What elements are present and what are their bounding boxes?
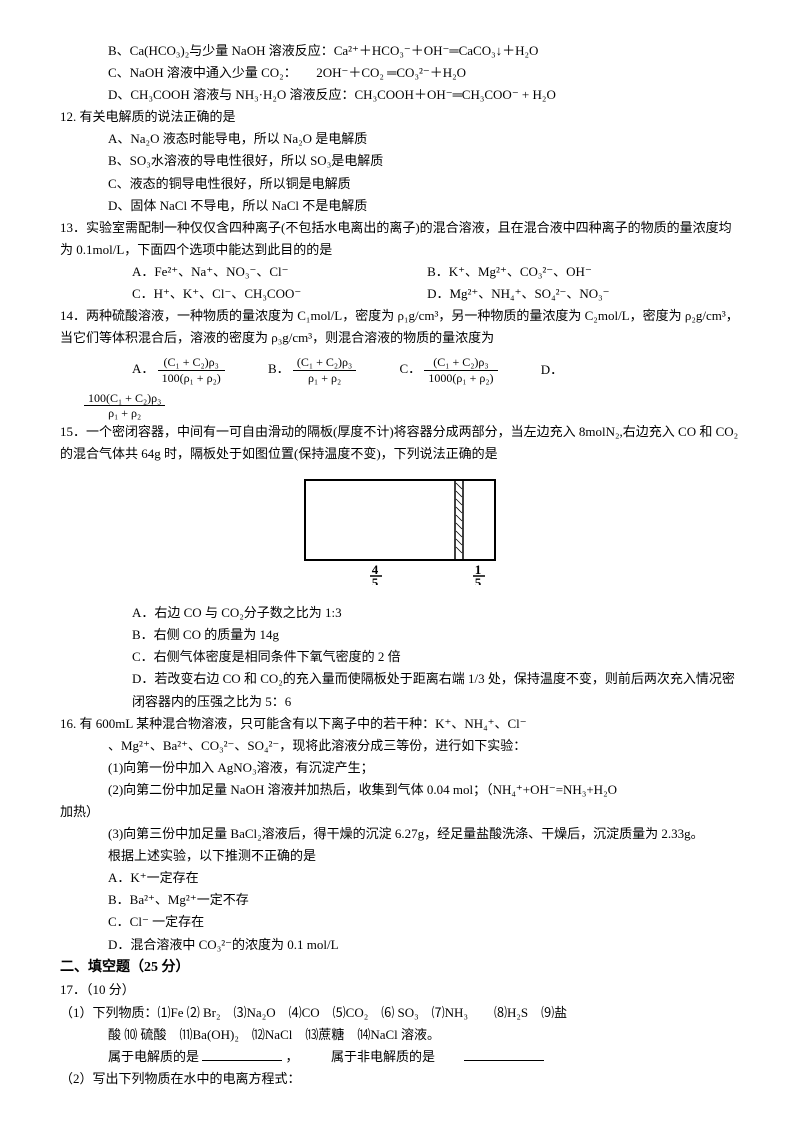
q12-opt-b: B、SO₃水溶液的导电性很好，所以 SO₃是电解质 bbox=[60, 150, 740, 172]
blank-nonelectrolyte[interactable] bbox=[464, 1048, 544, 1061]
blank-electrolyte[interactable] bbox=[202, 1048, 282, 1061]
q14-d-label: D． bbox=[541, 362, 563, 377]
q14-c-num: (C₁ + C₂)ρ₃ bbox=[424, 355, 497, 370]
q13-stem-text: 13．实验室需配制一种仅仅含四种离子(不包括水电离出的离子)的混合溶液，且在混合… bbox=[60, 220, 732, 257]
q16-step2b: 加热） bbox=[60, 801, 740, 823]
q17-head: 17．（10 分） bbox=[60, 979, 740, 1001]
q14-d-frac-row: 100(C₁ + C₂)ρ₃ ρ₁ + ρ₂ bbox=[60, 391, 740, 421]
q16-step1: (1)向第一份中加入 AgNO₃溶液，有沉淀产生； bbox=[60, 757, 740, 779]
q14-stem: 14．两种硫酸溶液，一种物质的量浓度为 C₁mol/L，密度为 ρ₁g/cm³，… bbox=[60, 305, 740, 349]
q11-opt-d: D、CH₃COOH 溶液与 NH₃·H₂O 溶液反应：CH₃COOH＋OH⁻═C… bbox=[60, 84, 740, 106]
q14-c-frac: (C₁ + C₂)ρ₃ 1000(ρ₁ + ρ₂) bbox=[424, 355, 497, 385]
q14-a-num: (C₁ + C₂)ρ₃ bbox=[158, 355, 225, 370]
q12-opt-a: A、Na₂O 液态时能导电，所以 Na₂O 是电解质 bbox=[60, 128, 740, 150]
q16-opt-d: D．混合溶液中 CO₃²⁻的浓度为 0.1 mol/L bbox=[60, 934, 740, 956]
q14-b-frac: (C₁ + C₂)ρ₃ ρ₁ + ρ₂ bbox=[293, 355, 356, 385]
q11-opt-c: C、NaOH 溶液中通入少量 CO₂： 2OH⁻＋CO₂ ═CO₃²⁻＋H₂O bbox=[60, 62, 740, 84]
q14-a-label: A． bbox=[132, 361, 154, 376]
q15-opt-a: A．右边 CO 与 CO₂分子数之比为 1:3 bbox=[60, 602, 740, 624]
q14-b-num: (C₁ + C₂)ρ₃ bbox=[293, 355, 356, 370]
q16-step2a: (2)向第二份中加足量 NaOH 溶液并加热后，收集到气体 0.04 mol；（… bbox=[60, 779, 740, 801]
q17-p1c-mid: ， 属于非电解质的是 bbox=[286, 1049, 462, 1064]
q14-c-den: 1000(ρ₁ + ρ₂) bbox=[424, 371, 497, 385]
q14-b-label: B． bbox=[268, 361, 290, 376]
q11-opt-b: B、Ca(HCO₃)₂与少量 NaOH 溶液反应：Ca²⁺＋HCO₃⁻＋OH⁻═… bbox=[60, 40, 740, 62]
q13-opt-d: D．Mg²⁺、NH₄⁺、SO₄²⁻、NO₃⁻ bbox=[427, 283, 719, 305]
q16-conclusion: 根据上述实验，以下推测不正确的是 bbox=[60, 845, 740, 867]
section2-heading: 二、填空题（25 分） bbox=[60, 956, 740, 980]
q15-opt-d: D．若改变右边 CO 和 CO₂的充入量而使隔板处于距离右端 1/3 处，保持温… bbox=[60, 668, 740, 712]
q16-opt-b: B．Ba²⁺、Mg²⁺一定不存 bbox=[60, 889, 740, 911]
q13-opt-b: B．K⁺、Mg²⁺、CO₃²⁻、OH⁻ bbox=[427, 261, 719, 283]
q17-p1a: （1）下列物质：⑴Fe ⑵ Br₂ ⑶Na₂O ⑷CO ⑸CO₂ ⑹ SO₃ ⑺… bbox=[60, 1002, 740, 1024]
q16-stem1: 16. 有 600mL 某种混合物溶液，只可能含有以下离子中的若干种：K⁺、NH… bbox=[60, 713, 740, 735]
q14-d-num: 100(C₁ + C₂)ρ₃ bbox=[84, 391, 165, 406]
q14-b-den: ρ₁ + ρ₂ bbox=[293, 371, 356, 385]
q14-d-den: ρ₁ + ρ₂ bbox=[84, 406, 165, 420]
q13-opt-c: C．H⁺、K⁺、Cl⁻、CH₃COO⁻ bbox=[132, 283, 424, 305]
svg-text:5: 5 bbox=[475, 575, 482, 585]
q13-opt-a: A．Fe²⁺、Na⁺、NO₃⁻、Cl⁻ bbox=[132, 261, 424, 283]
q15-opt-b: B．右侧 CO 的质量为 14g bbox=[60, 624, 740, 646]
q17-p1c-pre: 属于电解质的是 bbox=[108, 1049, 199, 1064]
q14-c-label: C． bbox=[399, 361, 421, 376]
q16-opt-c: C．Cl⁻ 一定存在 bbox=[60, 911, 740, 933]
q13-stem: 13．实验室需配制一种仅仅含四种离子(不包括水电离出的离子)的混合溶液，且在混合… bbox=[60, 217, 740, 261]
q17-p1c: 属于电解质的是 ， 属于非电解质的是 bbox=[60, 1046, 740, 1068]
q12-opt-c: C、液态的铜导电性很好，所以铜是电解质 bbox=[60, 173, 740, 195]
q14-a-frac: (C₁ + C₂)ρ₃ 100(ρ₁ + ρ₂) bbox=[158, 355, 225, 385]
q16-opt-a: A．K⁺一定存在 bbox=[60, 867, 740, 889]
q17-p1b: 酸 ⑽ 硫酸 ⑾Ba(OH)₂ ⑿NaCl ⒀蔗糖 ⒁NaCl 溶液。 bbox=[60, 1024, 740, 1046]
q12-stem: 12. 有关电解质的说法正确的是 bbox=[60, 106, 740, 128]
q14-a-den: 100(ρ₁ + ρ₂) bbox=[158, 371, 225, 385]
q17-p2: （2）写出下列物质在水中的电离方程式： bbox=[60, 1068, 740, 1090]
container-diagram-icon: 4 5 1 5 bbox=[300, 475, 500, 585]
q16-step3: (3)向第三份中加足量 BaCl₂溶液后，得干燥的沉淀 6.27g，经足量盐酸洗… bbox=[60, 823, 740, 845]
q14-options-row: A． (C₁ + C₂)ρ₃ 100(ρ₁ + ρ₂) B． (C₁ + C₂)… bbox=[60, 355, 740, 385]
q15-opt-c: C．右侧气体密度是相同条件下氧气密度的 2 倍 bbox=[60, 646, 740, 668]
q12-opt-d: D、固体 NaCl 不导电，所以 NaCl 不是电解质 bbox=[60, 195, 740, 217]
q16-stem2: 、Mg²⁺、Ba²⁺、CO₃²⁻、SO₄²⁻，现将此溶液分成三等份，进行如下实验… bbox=[60, 735, 740, 757]
q15-stem: 15．一个密闭容器，中间有一可自由滑动的隔板(厚度不计)将容器分成两部分，当左边… bbox=[60, 421, 740, 465]
q15-diagram: 4 5 1 5 bbox=[60, 475, 740, 592]
svg-text:5: 5 bbox=[372, 575, 379, 585]
